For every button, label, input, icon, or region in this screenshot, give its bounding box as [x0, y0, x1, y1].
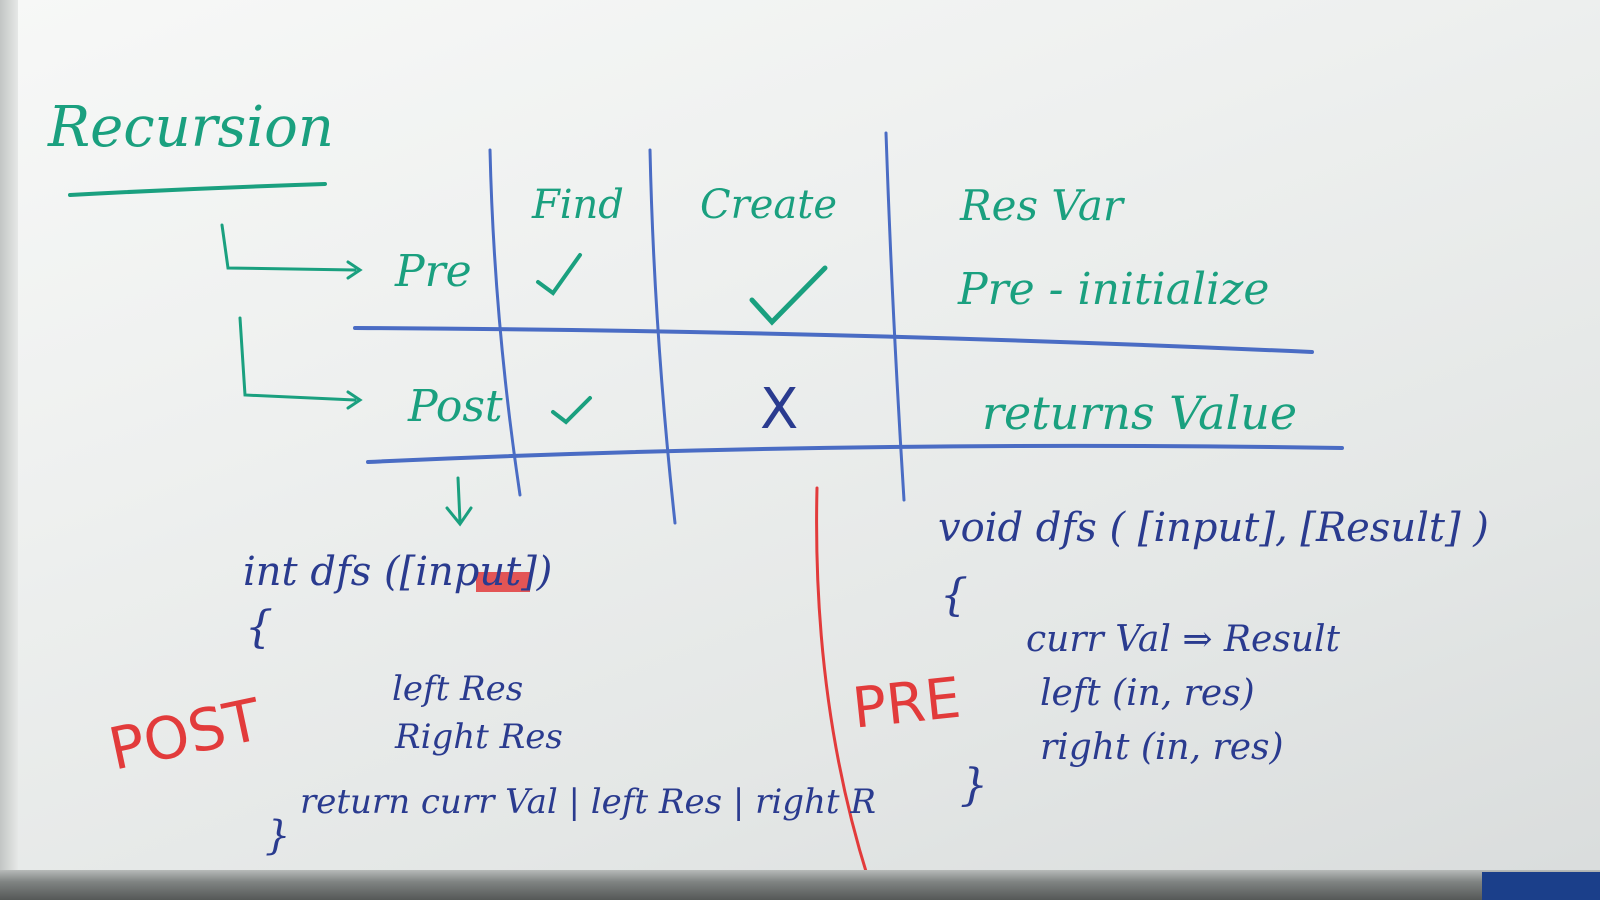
table-vline-2: [648, 148, 677, 525]
pre-close-brace: }: [960, 760, 988, 811]
marker-eraser: [1482, 872, 1600, 900]
pre-tag: PRE: [849, 665, 964, 742]
post-close-brace: }: [265, 813, 291, 859]
table-vline-3: [884, 131, 906, 502]
post-line-left: left Res: [392, 669, 524, 709]
cell-post-create-x: X: [760, 377, 799, 442]
col-header-res-var: Res Var: [960, 181, 1123, 230]
post-signature: int dfs ([input]): [243, 549, 553, 595]
arrow-to-post: [238, 316, 357, 402]
page-title: Recursion: [48, 95, 334, 160]
check-pre-create: [749, 265, 828, 326]
row-label-post: Post: [408, 381, 503, 432]
check-pre-find: [536, 253, 582, 296]
post-line-right: Right Res: [395, 717, 563, 757]
pre-line-left: left (in, res): [1040, 673, 1255, 714]
arrow-to-pre: [220, 223, 357, 272]
arrow-to-post-head: [346, 390, 363, 410]
col-header-find: Find: [532, 182, 624, 228]
col-header-create: Create: [700, 182, 837, 228]
board-frame-bottom: [0, 870, 1600, 900]
table-vline-1: [488, 148, 522, 497]
arrow-down-head: [445, 506, 473, 527]
table-hline-2: [366, 443, 1344, 464]
pre-open-brace: {: [940, 570, 968, 621]
pre-line-right: right (in, res): [1040, 727, 1284, 768]
board-frame-left: [0, 0, 18, 870]
input-highlight: [476, 572, 530, 592]
red-divider: [815, 486, 870, 880]
post-open-brace: {: [245, 602, 273, 653]
pre-signature: void dfs ( [input], [Result] ): [938, 505, 1489, 551]
check-post-find: [551, 396, 592, 425]
row-label-pre: Pre: [395, 246, 472, 297]
post-line-return: return curr Val | left Res | right R: [300, 782, 876, 822]
table-hline-1: [353, 326, 1314, 354]
arrow-to-pre-head: [346, 260, 363, 280]
arrow-down: [456, 476, 462, 524]
cell-pre-res-var: Pre - initialize: [958, 264, 1270, 315]
pre-line-curr: curr Val ⇒ Result: [1026, 619, 1340, 660]
title-underline: [68, 182, 327, 197]
cell-post-res-var: returns Value: [982, 386, 1298, 440]
